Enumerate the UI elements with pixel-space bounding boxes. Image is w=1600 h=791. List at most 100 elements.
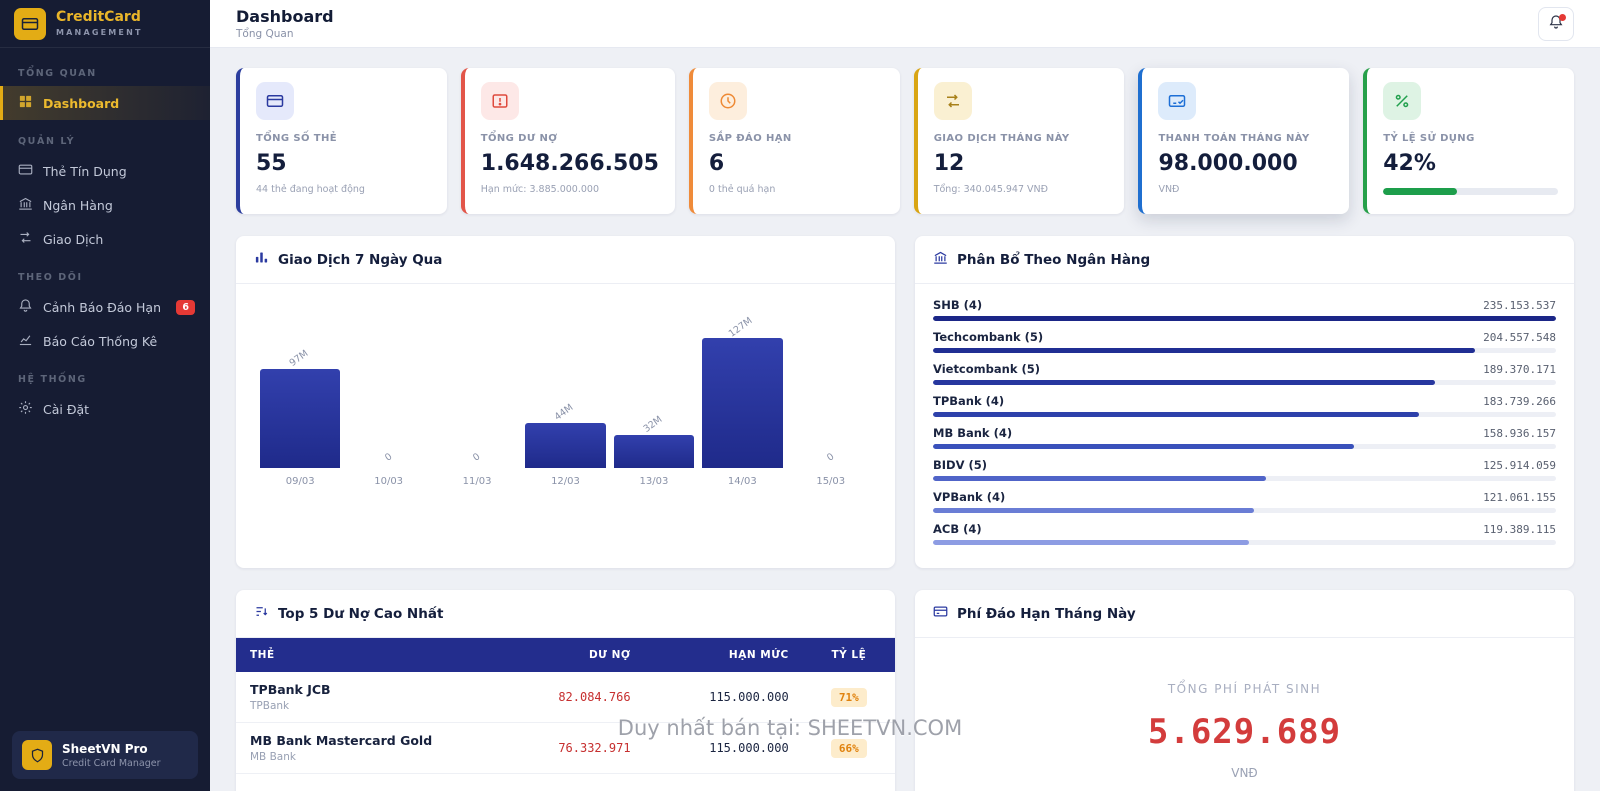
page-subtitle: Tổng Quan	[236, 28, 294, 40]
sidebar: CreditCard MANAGEMENT TỔNG QUAN Dashboar…	[0, 0, 210, 791]
ratio-badge: 66%	[830, 738, 867, 758]
bank-name: VPBank (4)	[933, 490, 1006, 504]
sidebar-item-transactions[interactable]: Giao Dịch	[0, 222, 210, 256]
nav-section-system: HỆ THỐNG	[18, 374, 87, 385]
card-title: Phân Bổ Theo Ngân Hàng	[957, 251, 1151, 268]
bank-name: ACB (4)	[933, 522, 982, 536]
bank-name: TPBank (4)	[933, 394, 1005, 408]
usage-progress-track	[1383, 188, 1558, 195]
top-debt-header: Top 5 Dư Nợ Cao Nhất	[236, 590, 895, 638]
debt-value: 76.332.971	[499, 722, 645, 774]
transfer-arrows-icon	[933, 82, 972, 120]
limit-value: 115.000.000	[644, 722, 803, 774]
x-axis-label: 11/03	[462, 476, 492, 487]
sidebar-item-due-alerts[interactable]: Cảnh Báo Đáo Hạn 6	[0, 290, 210, 324]
debt-value: 82.084.766	[499, 672, 645, 723]
bank-icon	[933, 250, 948, 269]
fees-header: Phí Đáo Hạn Tháng Này	[915, 590, 1574, 638]
sidebar-item-banks[interactable]: Ngân Hàng	[0, 188, 210, 222]
transactions-chart-card: Giao Dịch 7 Ngày Qua 97M 0 0 44M 32M 127M 0 09…	[236, 236, 895, 568]
notification-dot	[1559, 13, 1566, 21]
bar-slot: 127M	[702, 300, 783, 468]
bar-slot: 0	[791, 300, 871, 468]
bank-bar-track	[933, 540, 1556, 545]
x-axis-label: 09/03	[285, 476, 315, 487]
transactions-chart-header: Giao Dịch 7 Ngày Qua	[236, 236, 895, 284]
notifications-button[interactable]	[1538, 6, 1574, 41]
bank-row: ACB (4) 119.389.115	[933, 522, 1556, 545]
bank-value: 189.370.171	[1483, 363, 1556, 376]
sidebar-item-dashboard[interactable]: Dashboard	[0, 86, 210, 120]
bank-bar-fill	[933, 476, 1267, 481]
fees-label: TỔNG PHÍ PHÁT SINH	[1167, 682, 1322, 696]
bank-value: 125.914.059	[1483, 459, 1556, 472]
stat-card-month-payments: THANH TOÁN THÁNG NÀY 98.000.000 VNĐ	[1138, 68, 1350, 214]
shield-icon	[22, 740, 52, 770]
stat-sub: Hạn mức: 3.885.000.000	[480, 184, 599, 195]
bar-slot: 32M	[613, 300, 695, 468]
sidebar-item-credit-cards[interactable]: Thẻ Tín Dụng	[0, 154, 210, 188]
transactions-x-axis: 09/03 10/03 11/03 12/03 13/03 14/03 15/03	[254, 476, 877, 487]
bar-value-label: 0	[382, 451, 395, 464]
fees-card: Phí Đáo Hạn Tháng Này TỔNG PHÍ PHÁT SINH…	[915, 590, 1574, 791]
table-header-row: THẺ DƯ NỢ HẠN MỨC TỶ LỆ	[236, 638, 895, 672]
x-axis-label: 13/03	[639, 476, 669, 487]
bank-row: BIDV (5) 125.914.059	[933, 458, 1556, 481]
bank-value: 235.153.537	[1483, 299, 1556, 312]
sidebar-item-reports[interactable]: Báo Cáo Thống Kê	[0, 324, 210, 358]
stat-sub: 44 thẻ đang hoạt động	[256, 184, 365, 195]
bank-bar-fill	[933, 412, 1419, 417]
bank-name: BIDV (5)	[933, 458, 988, 472]
bank-value: 121.061.155	[1483, 491, 1556, 504]
bank-row: MB Bank (4) 158.936.157	[933, 426, 1556, 449]
bar-chart-icon	[254, 250, 269, 269]
bank-bar-fill	[933, 380, 1435, 385]
bank-bar-track	[933, 444, 1556, 449]
bank-bar-track	[933, 348, 1556, 353]
sidebar-item-label: Cảnh Báo Đáo Hạn	[43, 299, 162, 315]
bar-slot: 0	[437, 300, 517, 468]
bank-distribution-card: Phân Bổ Theo Ngân Hàng SHB (4) 235.153.53…	[915, 236, 1574, 568]
sidebar-item-label: Báo Cáo Thống Kê	[43, 333, 158, 349]
bank-row: Vietcombank (5) 189.370.171	[933, 362, 1556, 385]
card-title: Giao Dịch 7 Ngày Qua	[278, 251, 443, 268]
col-limit: HẠN MỨC	[644, 638, 803, 672]
bell-icon	[18, 298, 33, 316]
line-chart-icon	[18, 332, 33, 350]
sidebar-item-settings[interactable]: Cài Đặt	[0, 392, 210, 426]
stat-sub: VNĐ	[1158, 184, 1180, 195]
stat-value: 6	[708, 151, 725, 176]
sort-ranking-icon	[254, 604, 269, 623]
credit-card-logo-icon	[14, 7, 46, 40]
bar-value-label: 0	[471, 451, 483, 464]
alert-count-badge: 6	[176, 299, 195, 315]
bank-name: Techcombank (5)	[933, 330, 1044, 344]
stat-label: TỶ LỆ SỬ DỤNG	[1383, 133, 1475, 144]
credit-card-icon	[18, 162, 33, 180]
bank-name: SHB (4)	[933, 298, 983, 312]
stat-value: 12	[933, 151, 965, 176]
stat-value: 42%	[1383, 151, 1436, 176]
bank-bar-track	[933, 508, 1556, 513]
bank-row: VPBank (4) 121.061.155	[933, 490, 1556, 513]
dashboard-content: TỔNG SỐ THẺ 55 44 thẻ đang hoạt động TỔN…	[210, 48, 1600, 791]
footer-product-name: SheetVN Pro	[62, 741, 148, 756]
table-row: TPBank JCB TPBank 82.084.766 115.000.000 71%	[236, 672, 895, 723]
stat-card-month-transactions: GIAO DỊCH THÁNG NÀY 12 Tổng: 340.045.947…	[913, 68, 1125, 214]
bank-bar-fill	[933, 508, 1254, 513]
stat-cards-row: TỔNG SỐ THẺ 55 44 thẻ đang hoạt động TỔN…	[236, 68, 1574, 214]
bar	[613, 435, 695, 468]
bar-slot: 0	[348, 300, 428, 468]
bank-value: 158.936.157	[1483, 427, 1556, 440]
fee-card-icon	[933, 604, 948, 623]
bottom-row: Top 5 Dư Nợ Cao Nhất THẺ DƯ NỢ HẠN MỨC T…	[236, 590, 1574, 791]
bank-row: Techcombank (5) 204.557.548	[933, 330, 1556, 353]
bar-value-label: 97M	[287, 348, 311, 369]
card-alert-icon	[480, 82, 519, 120]
sidebar-footer-card: SheetVN Pro Credit Card Manager	[12, 731, 198, 779]
limit-value: 115.000.000	[644, 672, 803, 723]
page-title: Dashboard	[236, 7, 334, 26]
nav-section-overview: TỔNG QUAN	[18, 68, 97, 79]
bank-value: 204.557.548	[1483, 331, 1556, 344]
nav-section-monitor: THEO DÕI	[18, 272, 83, 283]
